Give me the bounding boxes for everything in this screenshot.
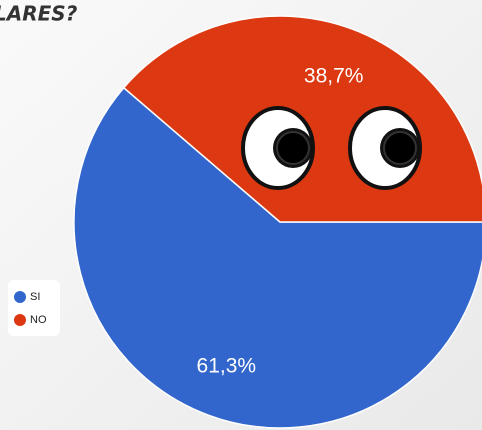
legend: SI NO [14,291,47,326]
legend-swatch [14,291,26,303]
legend-swatch [14,314,26,326]
chart-title: LARES? [0,2,78,26]
pupil-inner [383,131,417,165]
pie: 61,3% 38,7% [73,15,482,429]
pupil-inner [276,131,310,165]
data-label: 61,3% [197,354,257,377]
legend-label: SI [30,291,40,303]
legend-label: NO [30,314,47,326]
eyes-decoration [241,106,422,190]
legend-box [8,280,60,336]
data-label: 38,7% [304,65,364,88]
pie-slice [73,86,482,429]
